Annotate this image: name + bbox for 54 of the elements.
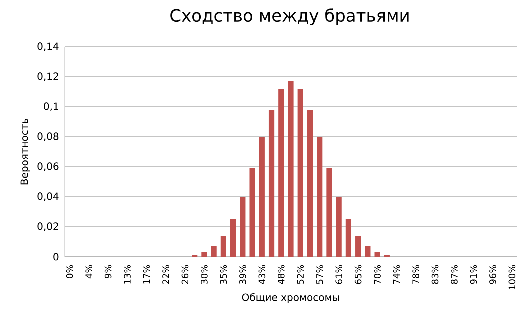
bar — [278, 88, 284, 257]
x-tick-label: 13% — [124, 265, 131, 284]
bar — [326, 168, 332, 257]
chart-title: Сходство между братьями — [170, 8, 409, 26]
bar — [356, 236, 362, 257]
x-axis-title: Общие хромосомы — [242, 293, 340, 304]
x-tick-label: 78% — [412, 265, 420, 284]
x-tick-label: 96% — [490, 265, 496, 284]
y-tick-label: 0,06 — [38, 162, 59, 172]
y-tick-label: 0,04 — [38, 192, 59, 202]
x-tick-label: 0% — [66, 265, 74, 278]
bar — [240, 196, 246, 257]
x-tick-label: 83% — [432, 265, 439, 284]
x-tick-label: 61% — [336, 265, 342, 284]
bar — [317, 136, 323, 257]
y-tick-label: 0,1 — [44, 102, 58, 112]
x-tick-label: 65% — [354, 265, 362, 284]
x-tick-label: 30% — [201, 265, 208, 284]
y-tick-label: 0 — [54, 253, 59, 261]
x-tick-label: 48% — [278, 265, 285, 284]
bar — [365, 246, 371, 257]
bar — [346, 219, 352, 257]
x-tick-label: 100% — [508, 265, 516, 290]
bar — [230, 219, 236, 257]
x-tick-label: 43% — [258, 265, 266, 284]
bar — [336, 196, 342, 257]
x-tick-label: 35% — [220, 265, 228, 284]
bar — [202, 252, 208, 257]
y-tick-label: 0,08 — [38, 132, 59, 142]
y-tick-label: 0,12 — [38, 72, 58, 82]
bar — [250, 168, 256, 257]
bar — [268, 110, 275, 257]
bar — [298, 88, 304, 257]
x-tick-label: 4% — [86, 265, 92, 279]
x-tick-label: 91% — [470, 265, 478, 284]
bar — [220, 236, 226, 257]
x-tick-label: 74% — [393, 265, 400, 284]
x-tick-label: 52% — [297, 265, 304, 284]
bar — [374, 252, 380, 257]
x-tick-label: 17% — [143, 265, 150, 284]
x-tick-label: 39% — [240, 265, 246, 284]
x-tick-label: 22% — [162, 265, 170, 284]
x-tick-label: 70% — [374, 265, 381, 284]
x-tick-label: 57% — [316, 265, 324, 284]
x-tick-label: 26% — [182, 265, 189, 284]
bar — [288, 81, 294, 257]
y-axis-title: Вероятность — [20, 118, 30, 185]
y-tick-label: 0,14 — [38, 42, 59, 52]
bar — [307, 110, 314, 257]
x-tick-label: 9% — [104, 265, 112, 278]
y-tick-label: 0,02 — [38, 222, 58, 232]
bar — [211, 246, 217, 257]
bar — [259, 136, 265, 257]
x-tick-label: 87% — [451, 265, 458, 284]
